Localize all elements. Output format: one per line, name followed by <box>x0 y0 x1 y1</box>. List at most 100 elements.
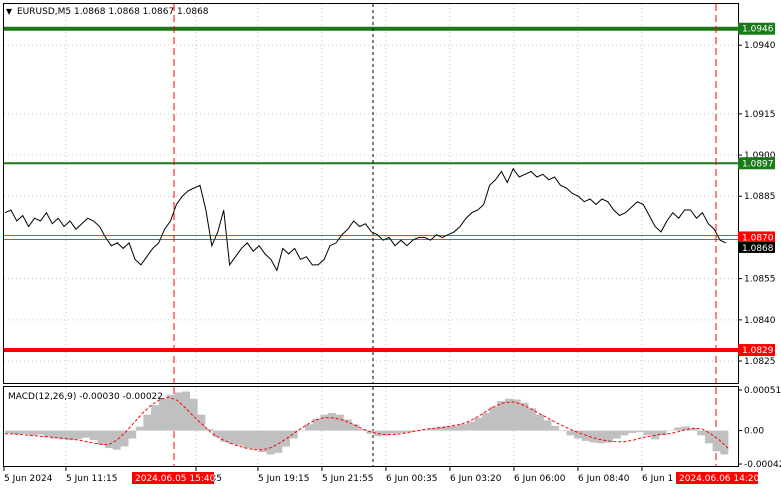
macd-histogram-bar <box>197 414 206 431</box>
macd-histogram-bar <box>643 430 652 436</box>
macd-histogram-bar <box>243 430 252 449</box>
x-tick-label: 6 Jun 08:40 <box>578 474 630 484</box>
macd-histogram-bar <box>681 426 690 431</box>
macd-histogram-bar <box>481 413 490 431</box>
macd-histogram-bar <box>628 430 637 433</box>
macd-histogram-bar <box>612 430 621 439</box>
macd-histogram-bar <box>574 430 583 439</box>
macd-tick-label: 0.00 <box>744 427 764 437</box>
macd-tick-label: 0.00051 <box>744 386 781 396</box>
macd-histogram-bar <box>181 391 190 431</box>
x-tick-label: 5 Jun 11:15 <box>66 474 117 484</box>
price-panel <box>3 3 739 384</box>
highlight-date-label: 2024.06.06 14:20 <box>679 474 760 484</box>
macd-histogram-bar <box>266 430 275 455</box>
macd-histogram-bar <box>151 405 160 431</box>
macd-histogram-bar <box>51 430 60 439</box>
level-price-box <box>738 22 775 35</box>
macd-histogram-bar <box>528 408 537 431</box>
y-tick-label: 1.0840 <box>744 316 776 326</box>
macd-histogram-bar <box>497 401 506 431</box>
macd-histogram-bar <box>489 406 498 431</box>
macd-histogram-bar <box>328 413 337 431</box>
price-line <box>4 167 727 272</box>
macd-histogram-bar <box>566 430 575 436</box>
macd-histogram-bar <box>189 398 198 431</box>
macd-histogram-bar <box>620 430 629 436</box>
macd-histogram-bar <box>166 394 175 431</box>
macd-histogram-bar <box>389 430 398 434</box>
macd-histogram-bar <box>428 428 437 431</box>
current-price-label: 1.0868 <box>742 244 774 254</box>
macd-histogram-bar <box>74 430 83 440</box>
macd-histogram-bar <box>597 430 606 444</box>
x-tick-label: 6 Jun 03:20 <box>450 474 502 484</box>
level-price-box <box>738 231 775 244</box>
macd-histogram-bar <box>589 430 598 443</box>
macd-histogram-bar <box>20 430 29 434</box>
macd-histogram-bar <box>558 430 567 432</box>
macd-histogram-bar <box>666 430 675 432</box>
x-tick-label: 5 Jun 2024 <box>4 474 53 484</box>
macd-histogram-bar <box>658 430 667 436</box>
macd-histogram-bar <box>97 430 106 445</box>
macd-histogram-bar <box>689 428 698 431</box>
macd-histogram-bar <box>5 430 14 433</box>
chart-dropdown-icon[interactable]: ▼ <box>6 7 13 16</box>
highlight-date-label: 2024.06.05 15:40 <box>135 474 216 484</box>
price-series <box>4 167 727 272</box>
symbol-header: EURUSD,M5 1.0868 1.0868 1.0867 1.0868 <box>17 7 209 17</box>
x-tick-label: 5 Jun 21:55 <box>322 474 373 484</box>
macd-histogram-bar <box>435 426 444 431</box>
macd-histogram-bar <box>120 430 129 447</box>
highlight-date-box <box>132 472 214 484</box>
macd-histogram-bar <box>420 429 429 431</box>
macd-histogram-bar <box>635 430 644 433</box>
macd-histogram-bar <box>712 430 721 452</box>
x-tick-label: 5 Jun 19:15 <box>258 474 309 484</box>
macd-histogram-bar <box>12 430 21 435</box>
macd-histogram-bar <box>274 430 283 453</box>
y-tick-label: 1.0825 <box>744 357 776 367</box>
y-tick-label: 1.0915 <box>744 110 776 120</box>
macd-histogram-bar <box>335 414 344 431</box>
macd-histogram-bar <box>289 430 298 439</box>
macd-axis: 0.00051 0.00 -0.00042 <box>738 386 781 470</box>
macd-histogram-bar <box>43 430 52 437</box>
highlight-date-box <box>676 472 758 484</box>
macd-histogram-bar <box>443 425 452 431</box>
macd-panel <box>3 386 739 467</box>
macd-histogram-bar <box>89 430 98 441</box>
y-tick-label: 1.0940 <box>744 41 776 51</box>
macd-histogram-bar <box>251 430 260 450</box>
macd-histogram-bar <box>128 430 137 439</box>
level-price-label: 1.0829 <box>742 346 774 356</box>
macd-histogram-bar <box>212 430 221 437</box>
macd-histogram-bar <box>112 430 121 450</box>
macd-histogram-bar <box>458 424 467 431</box>
macd-histogram-bar <box>404 430 414 433</box>
level-price-label: 1.0870 <box>742 233 774 243</box>
macd-histogram-bar <box>674 427 683 431</box>
macd-histogram-bar <box>174 392 183 431</box>
macd-histogram-bar <box>135 426 144 431</box>
macd-histogram-bar <box>58 430 67 440</box>
macd-histogram-bar <box>258 430 267 453</box>
macd-histogram-bar <box>697 430 706 436</box>
macd-histogram-bar <box>604 430 614 443</box>
macd-histogram-bar <box>320 414 329 431</box>
level-price-box <box>738 157 775 170</box>
macd-histogram-bar <box>204 428 214 431</box>
level-price-box <box>738 344 775 357</box>
x-tick-label: 6 Jun 06:00 <box>514 474 566 484</box>
macd-signal-line <box>5 396 729 451</box>
macd-histogram-bar <box>297 430 306 432</box>
macd-tick-label: -0.00042 <box>744 460 781 470</box>
macd-histogram-bar <box>81 430 91 438</box>
price-levels <box>4 26 738 353</box>
macd-histogram-bar <box>720 430 729 455</box>
y-tick-label: 1.0885 <box>744 192 776 202</box>
macd-histogram-bar <box>158 398 167 431</box>
macd-histogram-bar <box>351 424 360 431</box>
